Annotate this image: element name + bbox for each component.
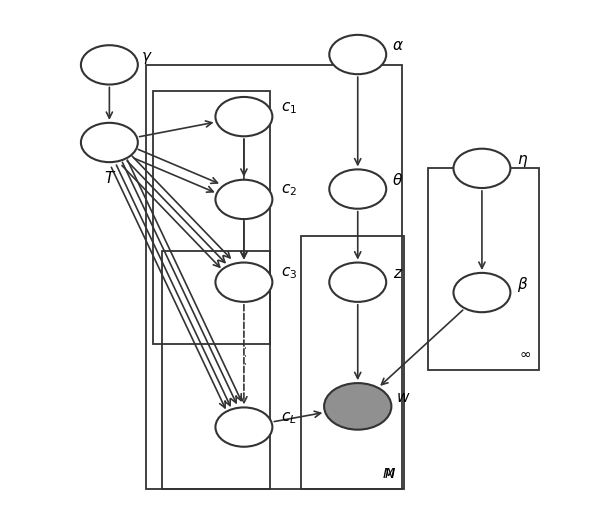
Ellipse shape [453,273,510,312]
Ellipse shape [215,407,272,447]
Text: $c_3$: $c_3$ [281,266,297,281]
Ellipse shape [329,263,386,302]
Text: γ: γ [141,49,151,64]
Text: w: w [397,390,409,405]
Bar [301,236,405,489]
Text: ∞: ∞ [520,348,531,362]
Text: z: z [393,266,401,281]
Text: . . .: . . . [237,345,250,365]
Text: M: M [383,468,395,481]
Bar [154,91,270,344]
Text: $c_L$: $c_L$ [281,411,297,426]
Ellipse shape [215,263,272,302]
Text: $c_2$: $c_2$ [281,183,297,198]
Ellipse shape [215,97,272,137]
Text: θ: θ [393,173,402,188]
Ellipse shape [81,45,138,85]
Ellipse shape [329,35,386,74]
Ellipse shape [81,123,138,162]
Bar [162,251,270,489]
Text: β: β [517,277,527,291]
Ellipse shape [453,149,510,188]
Text: N: N [384,468,395,481]
Text: η: η [517,152,527,167]
Text: T: T [105,171,114,186]
Ellipse shape [215,180,272,219]
Bar [428,168,539,370]
Text: $c_1$: $c_1$ [281,100,297,116]
Ellipse shape [329,169,386,209]
Bar [146,65,401,489]
Text: α: α [393,39,403,53]
Ellipse shape [324,383,392,430]
